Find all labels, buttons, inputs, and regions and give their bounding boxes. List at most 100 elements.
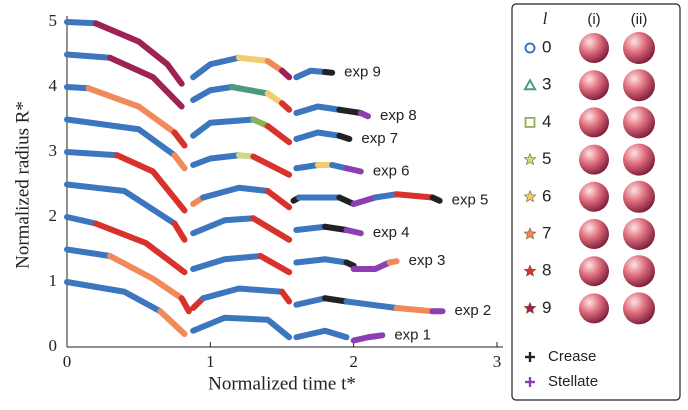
segment bbox=[372, 191, 400, 201]
segment bbox=[64, 84, 92, 92]
legend-marker bbox=[523, 227, 537, 240]
segment bbox=[171, 129, 188, 149]
y-tick-label: 2 bbox=[49, 206, 58, 225]
legend-label: 5 bbox=[542, 149, 551, 168]
y-axis-label: Normalized radius R* bbox=[12, 101, 33, 269]
legend-marker bbox=[524, 42, 536, 54]
y-tick-label: 1 bbox=[49, 271, 58, 290]
shape-icon bbox=[623, 255, 655, 288]
segment bbox=[293, 67, 328, 81]
shape-icon bbox=[579, 144, 609, 175]
segment bbox=[107, 253, 185, 302]
legend-marker bbox=[523, 190, 537, 203]
legend-label: 3 bbox=[542, 75, 551, 94]
segment bbox=[228, 84, 271, 97]
legend-marker bbox=[523, 264, 537, 277]
segment bbox=[350, 194, 379, 207]
legend-title: l bbox=[543, 9, 548, 28]
segment bbox=[279, 288, 293, 305]
x-axis-label: Normalized time t* bbox=[208, 373, 356, 394]
segment bbox=[336, 106, 364, 116]
series-label: exp 2 bbox=[455, 302, 492, 319]
segment bbox=[257, 253, 293, 276]
segment bbox=[264, 188, 293, 211]
shape-icon bbox=[623, 292, 655, 325]
legend-label: 4 bbox=[542, 112, 551, 131]
segment bbox=[293, 295, 328, 308]
legend-marker bbox=[523, 152, 537, 166]
segment bbox=[279, 67, 293, 81]
series-label: exp 3 bbox=[409, 252, 446, 269]
segment bbox=[236, 54, 271, 64]
shape-icon bbox=[579, 256, 609, 287]
legend-marker bbox=[523, 78, 537, 91]
segment bbox=[64, 279, 164, 315]
y-tick-label: 5 bbox=[49, 11, 58, 30]
segment bbox=[64, 116, 178, 159]
segment bbox=[190, 314, 293, 341]
x-tick-label: 1 bbox=[206, 352, 215, 371]
segment bbox=[200, 285, 285, 302]
segment bbox=[393, 191, 436, 201]
shape-icon bbox=[579, 70, 609, 101]
legend-label: 6 bbox=[542, 186, 551, 205]
legend-label: 8 bbox=[542, 261, 551, 280]
series-label: exp 9 bbox=[344, 64, 381, 81]
x-tick-label: 3 bbox=[493, 352, 502, 371]
segment bbox=[279, 100, 293, 113]
segment bbox=[157, 308, 188, 337]
segment bbox=[114, 152, 188, 214]
segment bbox=[293, 256, 350, 266]
segment bbox=[64, 214, 99, 227]
legend-column-header: (i) bbox=[587, 11, 600, 28]
segment bbox=[64, 149, 121, 159]
x-tick-label: 0 bbox=[63, 352, 72, 371]
series-label: exp 4 bbox=[373, 224, 410, 241]
segment bbox=[171, 220, 188, 243]
segment bbox=[293, 327, 350, 341]
segment bbox=[64, 181, 178, 227]
segment bbox=[343, 227, 364, 237]
segment bbox=[64, 19, 99, 27]
segment bbox=[322, 295, 350, 305]
legend-marker bbox=[523, 301, 537, 314]
segment bbox=[92, 220, 188, 276]
y-tick-label: 0 bbox=[49, 336, 58, 355]
segment bbox=[293, 103, 343, 116]
legend-label: Crease bbox=[548, 348, 596, 365]
segment bbox=[190, 54, 242, 81]
shape-icon bbox=[623, 218, 655, 250]
legend-label: Stellate bbox=[548, 373, 598, 390]
segment bbox=[85, 85, 178, 136]
segment bbox=[343, 259, 357, 269]
segment bbox=[343, 165, 364, 175]
series-label: exp 6 bbox=[373, 162, 410, 179]
segment bbox=[429, 194, 443, 204]
legend-label: 9 bbox=[542, 298, 551, 317]
legend-column-header: (ii) bbox=[631, 11, 648, 28]
segment bbox=[190, 152, 242, 168]
segment bbox=[293, 162, 321, 172]
shape-icon bbox=[623, 32, 655, 64]
legend-label: 7 bbox=[542, 223, 551, 242]
series-label: exp 5 bbox=[452, 192, 489, 209]
segment bbox=[264, 123, 293, 146]
segment bbox=[171, 152, 188, 172]
shape-icon bbox=[623, 69, 655, 102]
shape-icon bbox=[579, 181, 609, 212]
segment bbox=[64, 246, 113, 259]
segment bbox=[190, 215, 257, 237]
y-tick-label: 4 bbox=[49, 76, 58, 95]
series-label: exp 8 bbox=[380, 107, 417, 124]
legend-box bbox=[511, 3, 681, 401]
shape-icon bbox=[579, 33, 609, 63]
segment bbox=[190, 84, 235, 103]
shape-icon bbox=[623, 180, 655, 213]
segment bbox=[293, 129, 343, 142]
segment bbox=[64, 51, 113, 61]
shape-icon bbox=[579, 219, 609, 249]
segment bbox=[190, 253, 264, 272]
segment bbox=[322, 223, 350, 233]
shape-icon bbox=[579, 107, 609, 138]
y-tick-label: 3 bbox=[49, 141, 58, 160]
